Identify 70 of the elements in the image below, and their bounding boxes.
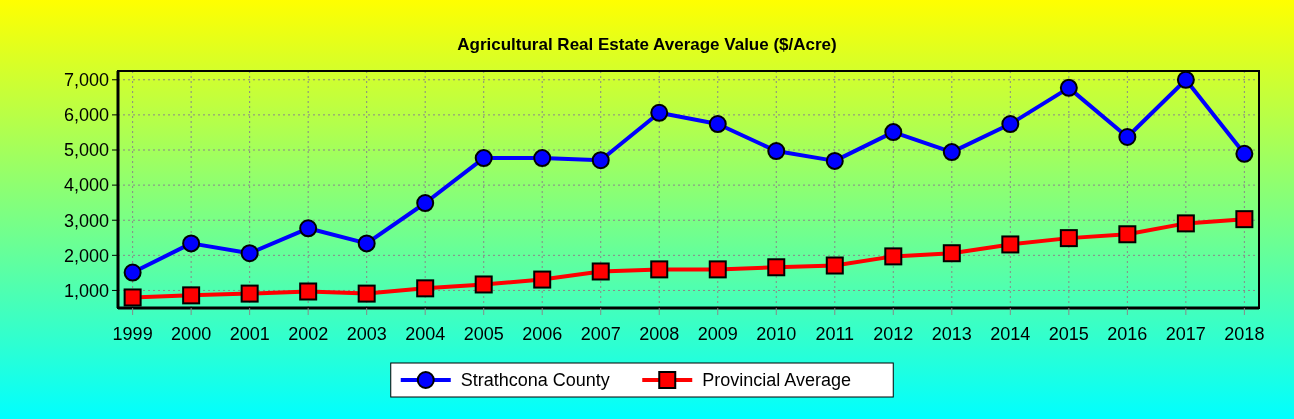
y-tick-label: 5,000: [63, 140, 109, 161]
point: [884, 123, 903, 142]
point: [1235, 144, 1254, 163]
point: [825, 151, 844, 170]
x-tick-label: 2003: [346, 324, 387, 344]
x-tick-label: 2001: [229, 324, 270, 344]
x-tick-label: 2006: [522, 324, 563, 344]
point: [416, 279, 435, 298]
point: [533, 149, 552, 168]
point: [416, 194, 435, 213]
point: [1176, 70, 1195, 89]
point: [123, 288, 142, 307]
x-tick-label: 2017: [1165, 324, 1206, 344]
point: [240, 284, 259, 303]
legend-label: Strathcona County: [460, 370, 610, 391]
point: [1176, 214, 1195, 233]
point: [240, 244, 259, 263]
x-tick-label: 2005: [463, 324, 504, 344]
point: [591, 151, 610, 170]
point: [708, 260, 727, 279]
x-tick-label: 2007: [580, 324, 621, 344]
y-tick-label: 2,000: [63, 245, 109, 266]
point: [474, 149, 493, 168]
point: [591, 262, 610, 281]
point: [182, 286, 201, 305]
point: [1059, 229, 1078, 248]
point: [884, 247, 903, 266]
point: [299, 282, 318, 301]
point: [650, 260, 669, 279]
y-tick-label: 6,000: [63, 105, 109, 126]
point: [357, 284, 376, 303]
x-tick-label: 2012: [873, 324, 914, 344]
point: [708, 115, 727, 134]
point: [1001, 235, 1020, 254]
point: [1118, 225, 1137, 244]
point: [1235, 210, 1254, 229]
x-tick-label: 2013: [931, 324, 972, 344]
x-tick-label: 2009: [697, 324, 738, 344]
point: [825, 256, 844, 275]
point: [942, 143, 961, 162]
x-tick-label: 2011: [815, 324, 855, 344]
x-tick-label: 2002: [288, 324, 329, 344]
point: [767, 142, 786, 161]
y-tick-label: 4,000: [63, 175, 109, 196]
point: [474, 275, 493, 294]
point: [533, 270, 552, 289]
y-tick-label: 1,000: [63, 280, 109, 301]
chart-title: Agricultural Real Estate Average Value ($/Acre): [457, 35, 837, 54]
x-tick-label: 1999: [112, 324, 153, 344]
x-tick-label: 2018: [1224, 324, 1265, 344]
point: [650, 103, 669, 122]
point: [767, 258, 786, 277]
point: [182, 234, 201, 253]
y-tick-label: 7,000: [63, 70, 109, 91]
x-tick-label: 2016: [1107, 324, 1148, 344]
x-tick-label: 2004: [405, 324, 446, 344]
point: [942, 244, 961, 263]
point: [357, 234, 376, 253]
x-tick-label: 2014: [990, 324, 1031, 344]
legend-label: Provincial Average: [702, 370, 852, 391]
point: [1118, 128, 1137, 147]
point: [123, 263, 142, 282]
x-tick-label: 2000: [171, 324, 212, 344]
x-tick-label: 2008: [639, 324, 680, 344]
point: [299, 219, 318, 238]
point: [1059, 78, 1078, 97]
x-tick-label: 2015: [1048, 324, 1089, 344]
x-tick-label: 2010: [756, 324, 797, 344]
point: [1001, 115, 1020, 134]
y-tick-label: 3,000: [63, 210, 109, 231]
